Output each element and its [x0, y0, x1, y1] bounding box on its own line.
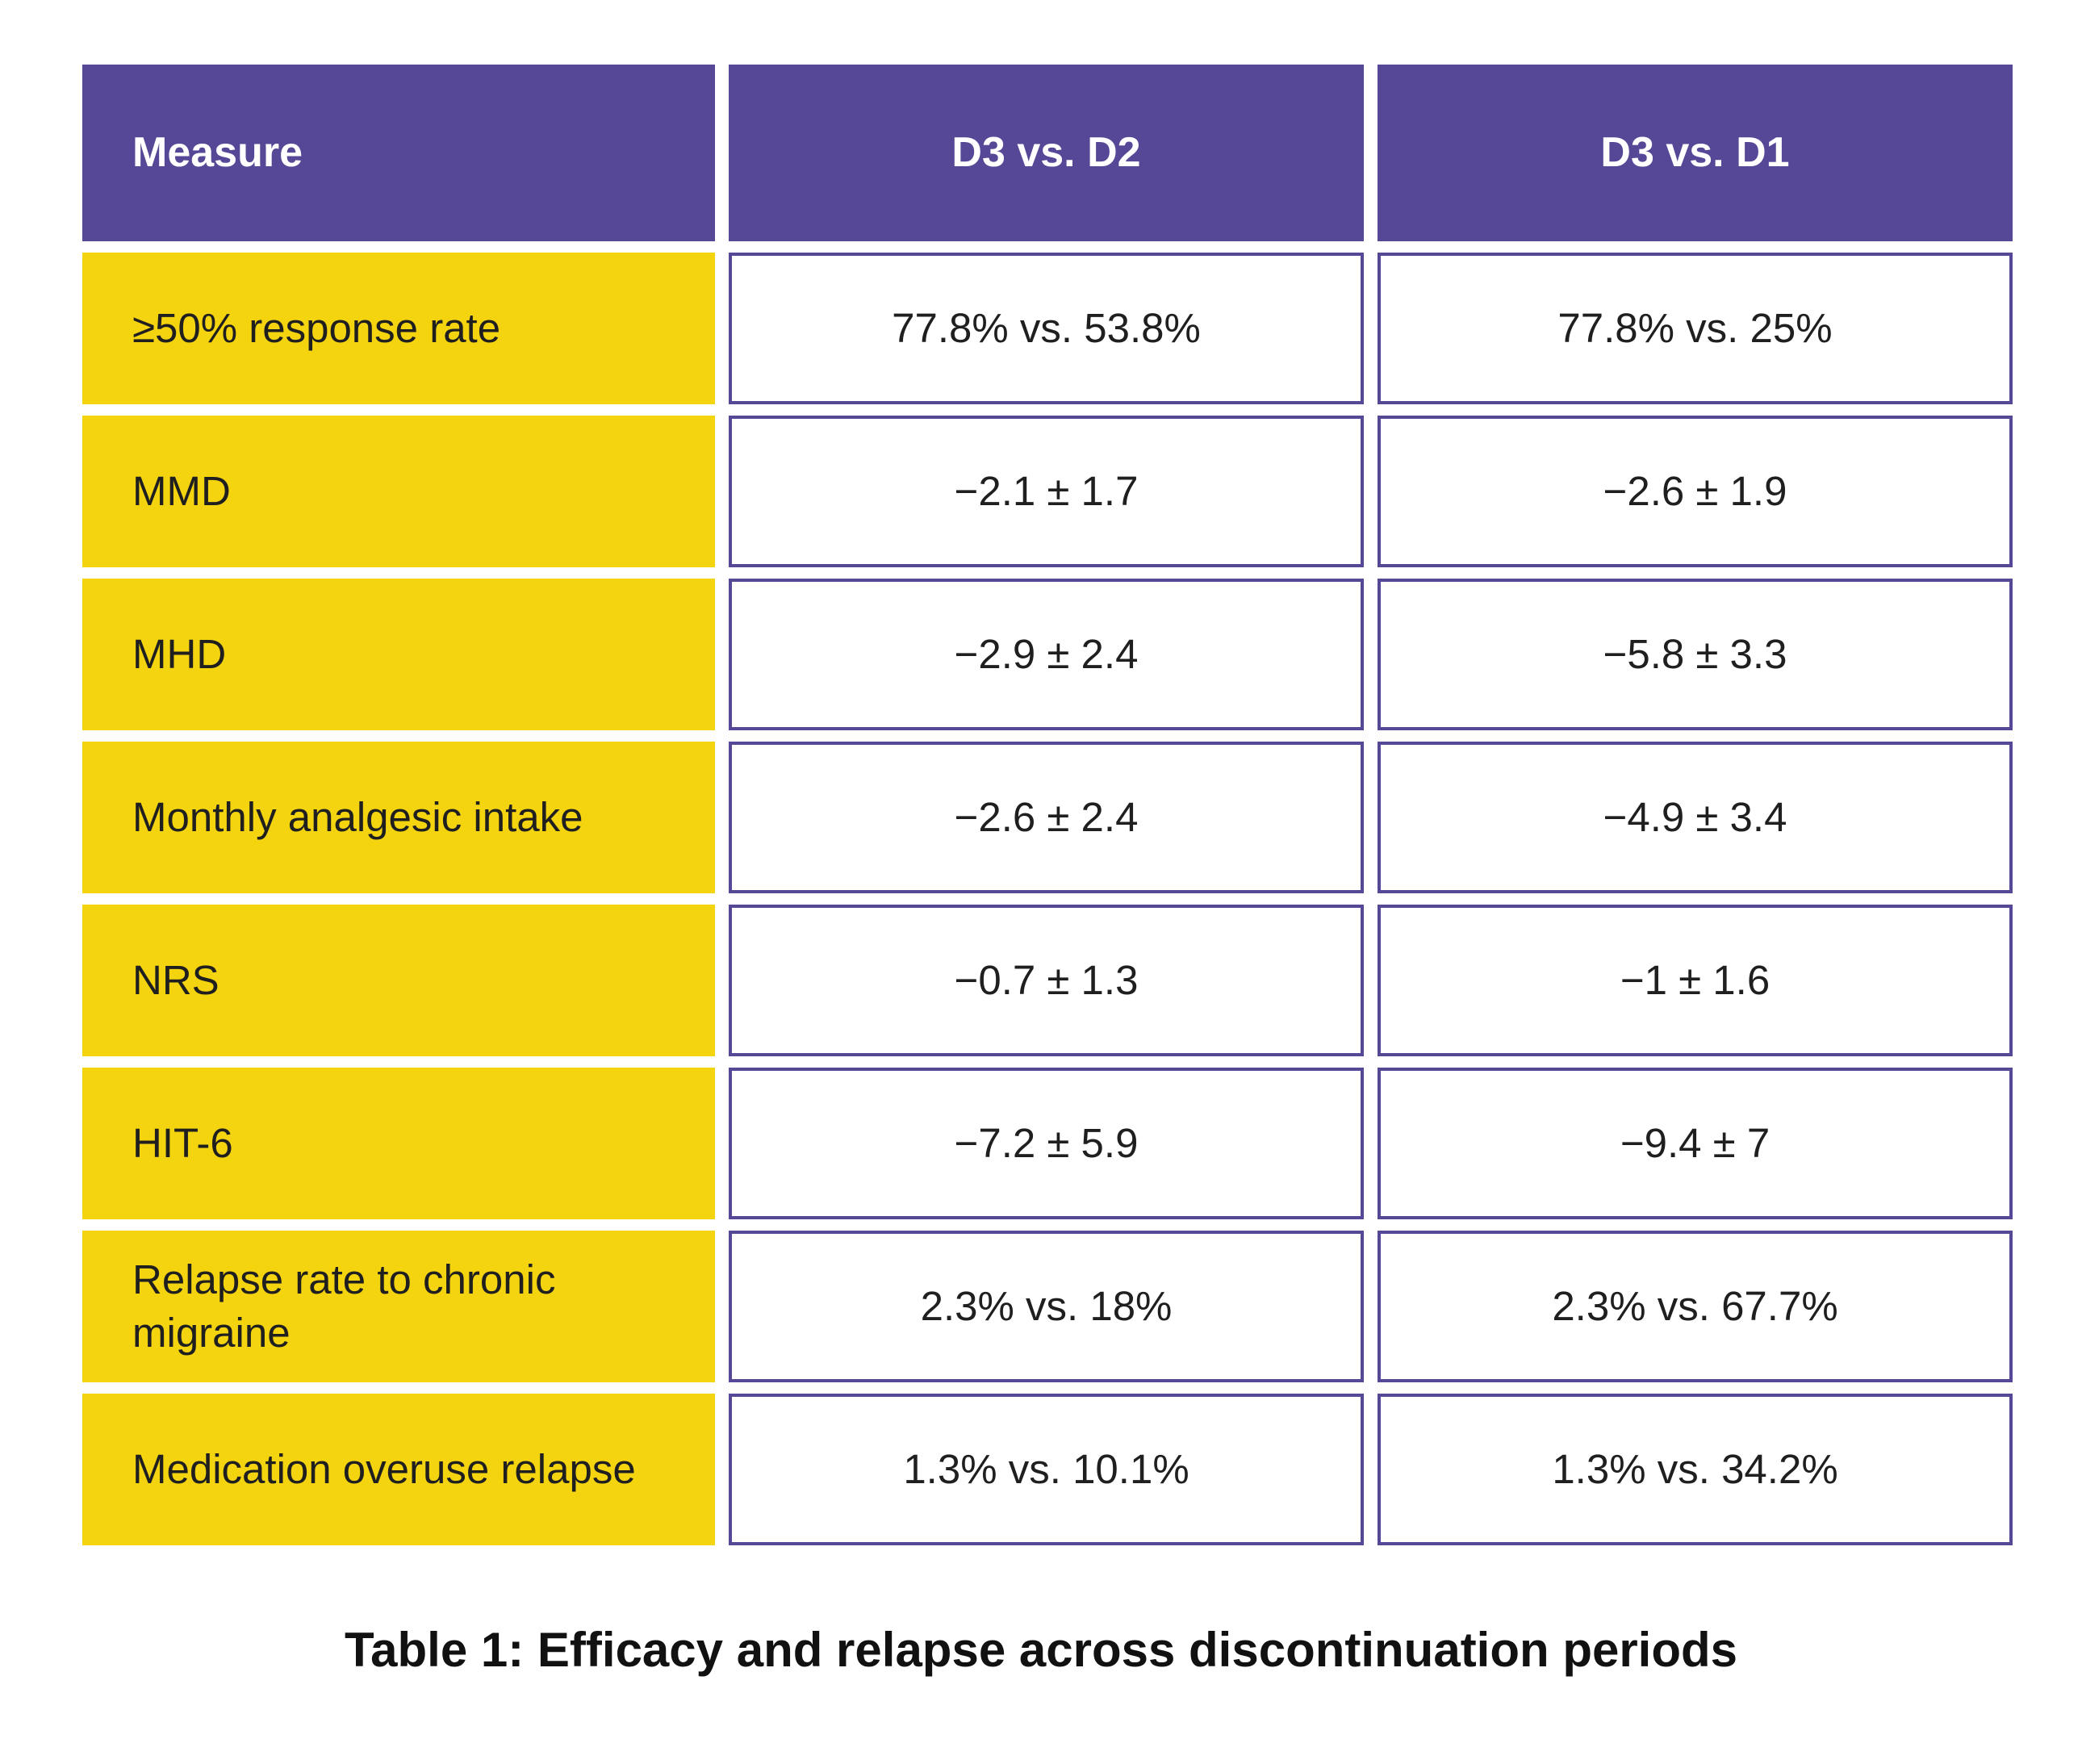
table-row-measure: NRS — [82, 905, 715, 1056]
table-row-measure: MHD — [82, 579, 715, 730]
efficacy-table: Measure D3 vs. D2 D3 vs. D1 ≥50% respons… — [82, 65, 2013, 1545]
table-row-measure: MMD — [82, 416, 715, 567]
table-caption: Table 1: Efficacy and relapse across dis… — [344, 1623, 1738, 1677]
table-cell-d3-vs-d1: −1 ± 1.6 — [1378, 905, 2013, 1056]
table-cell-d3-vs-d2: −2.1 ± 1.7 — [729, 416, 1364, 567]
table-cell-d3-vs-d1: 2.3% vs. 67.7% — [1378, 1231, 2013, 1382]
table-row-measure: HIT-6 — [82, 1068, 715, 1219]
column-header-d3-vs-d2: D3 vs. D2 — [729, 65, 1364, 241]
table-cell-d3-vs-d2: −0.7 ± 1.3 — [729, 905, 1364, 1056]
table-cell-d3-vs-d2: 1.3% vs. 10.1% — [729, 1394, 1364, 1545]
table-row-measure: Relapse rate to chronic migraine — [82, 1231, 715, 1382]
column-header-d3-vs-d1: D3 vs. D1 — [1378, 65, 2013, 241]
table-cell-d3-vs-d1: −2.6 ± 1.9 — [1378, 416, 2013, 567]
table-cell-d3-vs-d1: 1.3% vs. 34.2% — [1378, 1394, 2013, 1545]
table-cell-d3-vs-d2: 77.8% vs. 53.8% — [729, 253, 1364, 404]
table-cell-d3-vs-d2: −2.6 ± 2.4 — [729, 742, 1364, 893]
table-row-measure: Monthly analgesic intake — [82, 742, 715, 893]
table-cell-d3-vs-d1: 77.8% vs. 25% — [1378, 253, 2013, 404]
table-row-measure: ≥50% response rate — [82, 253, 715, 404]
table-cell-d3-vs-d1: −9.4 ± 7 — [1378, 1068, 2013, 1219]
table-cell-d3-vs-d2: 2.3% vs. 18% — [729, 1231, 1364, 1382]
column-header-measure: Measure — [82, 65, 715, 241]
table-cell-d3-vs-d2: −2.9 ± 2.4 — [729, 579, 1364, 730]
table-cell-d3-vs-d2: −7.2 ± 5.9 — [729, 1068, 1364, 1219]
table-cell-d3-vs-d1: −4.9 ± 3.4 — [1378, 742, 2013, 893]
table-cell-d3-vs-d1: −5.8 ± 3.3 — [1378, 579, 2013, 730]
table-row-measure: Medication overuse relapse — [82, 1394, 715, 1545]
